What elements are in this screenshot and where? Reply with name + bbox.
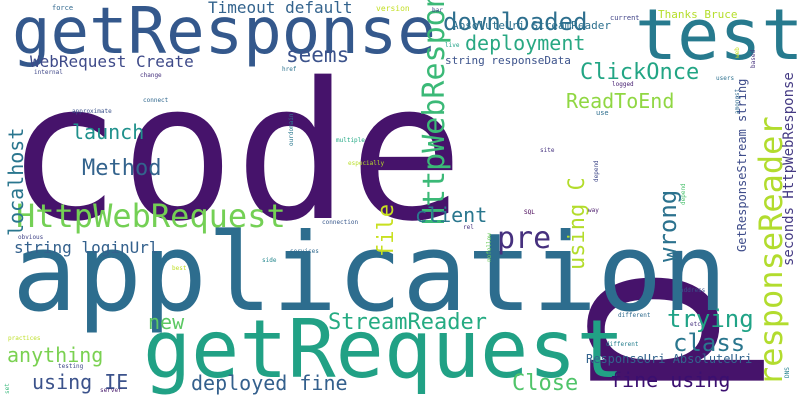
word: address <box>680 287 706 294</box>
word: application <box>12 211 728 336</box>
word: class <box>673 329 746 357</box>
word: StreamReader <box>328 310 487 335</box>
word: anything <box>7 343 104 367</box>
word: version <box>376 4 410 13</box>
word: connect <box>143 97 169 104</box>
word: live <box>445 42 460 49</box>
word: site <box>540 147 555 154</box>
word: using IE <box>32 370 129 394</box>
word: ReadToEnd <box>566 89 675 113</box>
word: etc <box>690 321 701 328</box>
word: string responseData <box>445 54 571 67</box>
word: connection <box>322 219 359 226</box>
word: services <box>290 248 319 255</box>
word: logged <box>612 81 634 88</box>
word: best <box>172 265 187 272</box>
word: ClickOnce <box>580 60 700 85</box>
word: href <box>282 66 297 73</box>
word: test <box>635 0 800 76</box>
word: set <box>4 383 11 394</box>
word: trying <box>667 305 754 333</box>
word: practices <box>8 335 41 342</box>
word: string loginUrl <box>14 238 159 257</box>
word: localhost <box>4 127 28 236</box>
word: Method <box>82 156 162 181</box>
word: force <box>52 4 74 12</box>
word: depend <box>680 183 687 205</box>
word: server <box>100 387 122 394</box>
word: seconds HttpWebResponse <box>781 72 797 266</box>
word: Close <box>512 371 579 396</box>
word: new <box>148 310 185 334</box>
word: file <box>374 204 399 257</box>
word: using C <box>565 177 590 270</box>
word: seems <box>286 43 350 67</box>
word: deployed fine <box>191 371 348 395</box>
word: approximate <box>72 108 112 115</box>
word: obvious <box>18 234 44 241</box>
word: multiple <box>336 137 365 144</box>
word: getResponse <box>12 0 436 69</box>
word: getRequest <box>143 303 625 396</box>
word: use <box>596 109 609 117</box>
word: way <box>588 207 599 214</box>
word: web <box>734 47 741 58</box>
word: DNS <box>784 367 791 378</box>
word: wrong <box>654 189 682 262</box>
word: launch <box>72 120 145 144</box>
word: SQL <box>524 209 535 216</box>
word: different <box>606 341 639 348</box>
word: pre <box>497 221 552 256</box>
word: internal <box>34 69 63 76</box>
word: amongst <box>734 88 741 114</box>
word: change <box>140 72 162 79</box>
word: current <box>610 14 640 22</box>
word: users <box>716 75 735 82</box>
word: Thanks Bruce <box>658 8 738 21</box>
word: nofollow <box>486 233 493 262</box>
word: rel <box>463 224 474 231</box>
word: AbsoluteUri StreamReader <box>452 19 611 32</box>
word: based <box>750 49 757 68</box>
word: testing <box>58 363 84 370</box>
word: depend <box>593 160 600 182</box>
word: especially <box>348 160 385 167</box>
word: Timeout default <box>208 0 353 17</box>
word: client <box>415 203 488 227</box>
word: bar <box>432 7 443 14</box>
word: different <box>618 312 651 319</box>
word: side <box>262 257 277 264</box>
word: code <box>6 42 464 263</box>
word: deployment <box>465 31 586 55</box>
word: downloaded <box>443 8 588 36</box>
word: WebRequest Create <box>30 52 194 71</box>
word: ResponseUri AbsoluteUri <box>586 352 753 366</box>
word: ourdomain <box>288 113 295 146</box>
word: fine using <box>610 368 731 392</box>
word: HttpWebRequest <box>16 197 286 235</box>
